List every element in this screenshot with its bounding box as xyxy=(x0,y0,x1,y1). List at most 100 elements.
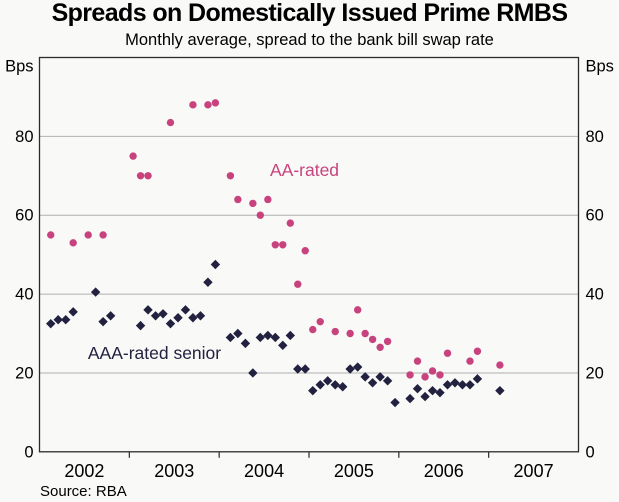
aaa-rated-senior-point xyxy=(233,328,243,339)
aa-rated-point xyxy=(368,335,377,344)
aaa-rated-senior-point xyxy=(150,311,161,321)
aa-rated-point xyxy=(84,231,92,239)
aa-rated-point xyxy=(316,317,324,326)
aaa-rated-senior-point xyxy=(165,318,176,329)
aaa-rated-senior-point xyxy=(367,378,378,388)
aa-rated-point xyxy=(99,231,107,239)
aa-rated-point xyxy=(189,101,197,109)
aaa-rated-senior-point xyxy=(195,311,206,321)
aa-rated-point xyxy=(286,219,295,227)
aa-rated-point xyxy=(129,152,137,160)
y-axis-label-right: 0 xyxy=(586,443,595,461)
aa-rated-point xyxy=(331,327,339,336)
aaa-rated-senior-point xyxy=(285,330,296,341)
aaa-rated-senior-point xyxy=(375,372,385,382)
aaa-rated-senior-point xyxy=(143,305,153,315)
aaa-rated-senior-point xyxy=(322,376,333,386)
aaa-rated-senior-point xyxy=(263,330,273,341)
aaa-rated-senior-point xyxy=(188,313,198,323)
aaa-rated-senior-point xyxy=(315,380,325,390)
y-axis-unit-left: Bps xyxy=(5,58,33,76)
aaa-rated-senior-point xyxy=(472,374,483,384)
x-axis-label: 2005 xyxy=(334,461,374,481)
aaa-rated-senior-point xyxy=(330,380,340,390)
aaa-rated-senior-point xyxy=(98,316,108,327)
chart-title: Spreads on Domestically Issued Prime RMB… xyxy=(51,0,568,27)
aaa-rated-senior-point xyxy=(158,309,168,319)
aaa-rated-senior-point xyxy=(255,332,266,343)
aa-rated-point xyxy=(376,343,384,352)
source-note: Source: RBA xyxy=(40,483,127,500)
aaa-rated-senior-point xyxy=(457,380,468,390)
aaa-rated-senior-point xyxy=(53,315,63,325)
aaa-rated-senior-point xyxy=(90,287,101,297)
aaa-rated-senior-point xyxy=(345,364,355,374)
aaa-rated-senior-point xyxy=(405,393,415,404)
aa-rated-point xyxy=(166,118,175,127)
aa-rated-point xyxy=(361,329,369,338)
aa-rated-point xyxy=(264,195,272,204)
aaa-rated-senior-point xyxy=(105,311,116,321)
y-axis-label-right: 60 xyxy=(586,207,604,225)
chart-subtitle: Monthly average, spread to the bank bill… xyxy=(125,31,494,49)
aa-rated-point xyxy=(144,172,152,180)
aaa-rated-senior-point xyxy=(180,305,191,315)
y-axis-label-left: 80 xyxy=(15,128,33,146)
x-axis-label: 2007 xyxy=(514,461,554,481)
y-axis-label-right: 80 xyxy=(586,128,604,146)
aa-rated-point xyxy=(271,241,280,249)
y-axis-label-right: 20 xyxy=(586,364,604,382)
aaa-rated-senior-point xyxy=(442,380,453,390)
y-axis-label-left: 0 xyxy=(24,443,33,461)
aa-rated-point xyxy=(466,357,474,365)
aa-rated-point xyxy=(406,371,414,379)
y-axis-label-left: 40 xyxy=(15,286,33,304)
y-axis-label-left: 60 xyxy=(15,207,33,225)
aaa-rated-senior-point xyxy=(68,307,78,317)
aaa-rated-senior-point xyxy=(203,277,213,287)
aa-rated-point xyxy=(346,329,354,338)
aa-rated-point xyxy=(211,99,220,107)
aa-rated-point xyxy=(413,357,422,365)
x-axis-label: 2006 xyxy=(424,461,464,481)
aaa-rated-senior-point xyxy=(46,318,56,329)
aaa-rated-senior-point xyxy=(300,364,310,374)
x-axis-label: 2003 xyxy=(154,461,194,481)
aa-rated-point xyxy=(249,199,257,208)
aaa-rated-senior-point xyxy=(412,384,423,394)
aa-rated-point xyxy=(421,373,429,381)
aa-rated-point xyxy=(69,239,77,247)
aa-rated-point xyxy=(473,347,482,355)
aa-rated-point xyxy=(234,195,242,204)
aaa-rated-senior-point xyxy=(352,362,363,372)
aa-rated-point xyxy=(428,367,437,375)
aaa-rated-senior-point xyxy=(308,385,318,396)
aa-rated-point xyxy=(443,349,452,357)
aa-rated-series-label: AA-rated xyxy=(270,160,339,180)
aaa-rated-senior-point xyxy=(240,338,251,349)
aaa-rated-senior-point xyxy=(337,382,348,392)
aa-rated-point xyxy=(226,172,235,180)
aaa-rated-senior-series-label: AAA-rated senior xyxy=(88,343,221,363)
x-axis-label: 2002 xyxy=(64,461,104,481)
aa-rated-point xyxy=(436,371,444,379)
aa-rated-point xyxy=(136,172,145,180)
aaa-rated-senior-point xyxy=(135,320,146,331)
aaa-rated-senior-point xyxy=(382,376,393,386)
aaa-rated-senior-point xyxy=(173,313,183,323)
aaa-rated-senior-point xyxy=(495,385,505,396)
aaa-rated-senior-point xyxy=(435,387,445,398)
y-axis-unit-right: Bps xyxy=(586,58,614,76)
aa-rated-point xyxy=(301,247,309,255)
aaa-rated-senior-point xyxy=(450,378,460,388)
aa-rated-point xyxy=(309,325,317,334)
aa-rated-point xyxy=(204,101,212,109)
aa-rated-point xyxy=(496,361,504,369)
aaa-rated-senior-point xyxy=(420,391,430,402)
aa-rated-point xyxy=(47,231,55,239)
aaa-rated-senior-point xyxy=(225,332,236,343)
aaa-rated-senior-point xyxy=(390,397,400,408)
aaa-rated-senior-point xyxy=(278,340,288,351)
